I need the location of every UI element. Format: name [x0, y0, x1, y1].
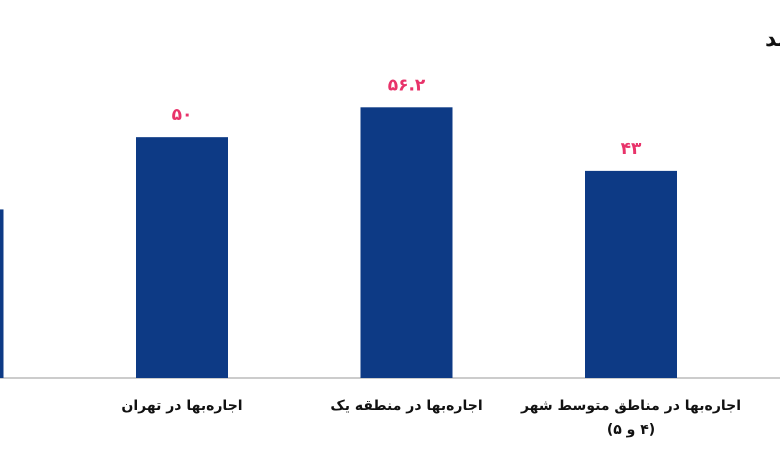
value-label: ۴۳ [621, 139, 642, 159]
bar [585, 170, 677, 378]
bar [360, 107, 453, 378]
bar [136, 137, 228, 378]
x-tick-label: اجاره‌بها در مناطق متوسط شهر (۴ و ۵) [520, 398, 741, 438]
x-tick-label: اجاره‌بها در تهران [121, 398, 242, 414]
x-tick-label: اجاره‌بها در منطقه یک [330, 398, 482, 414]
chart-title: تغییرات منطقه‌ای اجاره‌بهای مسکن از سال … [765, 27, 780, 52]
value-label: ۵۶.۲ [388, 75, 426, 95]
bar [0, 209, 4, 378]
value-label: ۵۰ [172, 105, 193, 125]
